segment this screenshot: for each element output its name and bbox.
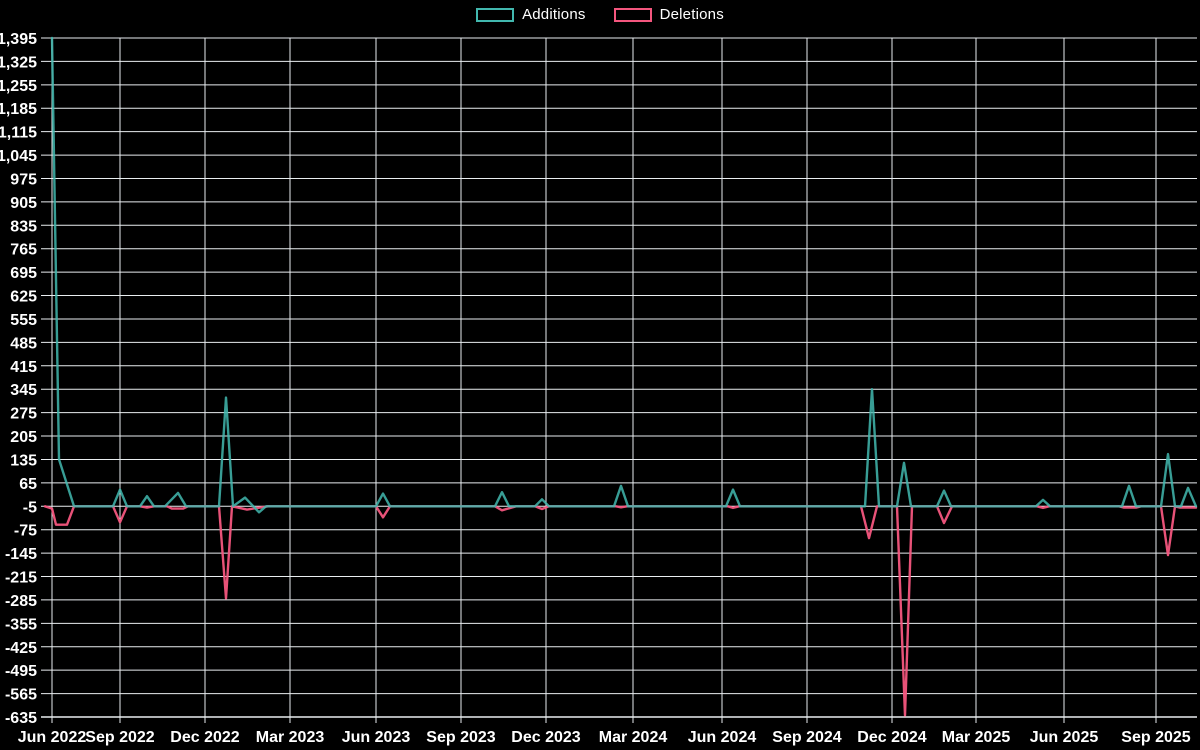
x-tick-label: Dec 2023 xyxy=(511,729,580,746)
chart-legend: Additions Deletions xyxy=(0,6,1200,23)
y-tick-label: -495 xyxy=(5,663,37,680)
y-tick-label: -285 xyxy=(5,593,37,610)
y-tick-label: 1,325 xyxy=(0,54,37,71)
x-tick-label: Mar 2024 xyxy=(599,729,668,746)
y-tick-label: 625 xyxy=(10,289,37,306)
additions-swatch-icon xyxy=(476,7,515,22)
x-tick-label: Sep 2023 xyxy=(426,729,495,746)
y-tick-label: -215 xyxy=(5,570,37,587)
y-tick-label: -565 xyxy=(5,687,37,704)
deletions-swatch-icon xyxy=(613,7,652,22)
x-tick-label: Sep 2025 xyxy=(1121,729,1190,746)
y-tick-label: 975 xyxy=(10,171,37,188)
y-tick-label: 135 xyxy=(10,452,37,469)
y-tick-label: -355 xyxy=(5,616,37,633)
x-tick-label: Sep 2024 xyxy=(772,729,841,746)
x-tick-label: Jun 2025 xyxy=(1030,729,1099,746)
y-tick-label: 415 xyxy=(10,359,37,376)
y-tick-label: 1,395 xyxy=(0,31,37,48)
y-tick-label: 485 xyxy=(10,335,37,352)
y-tick-label: 275 xyxy=(10,406,37,423)
y-tick-label: 1,115 xyxy=(0,125,37,142)
x-tick-label: Sep 2022 xyxy=(85,729,154,746)
y-tick-label: -425 xyxy=(5,640,37,657)
y-tick-label: 1,255 xyxy=(0,78,37,95)
x-tick-label: Dec 2022 xyxy=(170,729,239,746)
y-tick-label: -75 xyxy=(14,523,37,540)
x-tick-label: Mar 2023 xyxy=(256,729,325,746)
legend-label-additions: Additions xyxy=(522,6,586,23)
x-tick-label: Dec 2024 xyxy=(857,729,926,746)
y-tick-label: 345 xyxy=(10,382,37,399)
deletions-line xyxy=(43,505,1198,717)
x-tick-label: Jun 2024 xyxy=(688,729,757,746)
y-tick-label: 1,045 xyxy=(0,148,37,165)
y-tick-label: 555 xyxy=(10,312,37,329)
y-tick-label: 1,185 xyxy=(0,101,37,118)
legend-label-deletions: Deletions xyxy=(659,6,724,23)
y-tick-label: 65 xyxy=(19,476,37,493)
legend-item-deletions[interactable]: Deletions xyxy=(613,6,724,23)
y-tick-label: 205 xyxy=(10,429,37,446)
y-tick-label: 835 xyxy=(10,218,37,235)
x-tick-label: Jun 2023 xyxy=(342,729,411,746)
y-tick-label: -635 xyxy=(5,710,37,727)
y-tick-label: 905 xyxy=(10,195,37,212)
additions-line xyxy=(50,36,1198,514)
x-tick-label: Jun 2022 xyxy=(18,729,87,746)
x-tick-label: Mar 2025 xyxy=(942,729,1011,746)
legend-item-additions[interactable]: Additions xyxy=(476,6,586,23)
y-tick-label: -145 xyxy=(5,546,37,563)
y-tick-label: -5 xyxy=(23,499,37,516)
y-tick-label: 765 xyxy=(10,242,37,259)
y-tick-label: 695 xyxy=(10,265,37,282)
